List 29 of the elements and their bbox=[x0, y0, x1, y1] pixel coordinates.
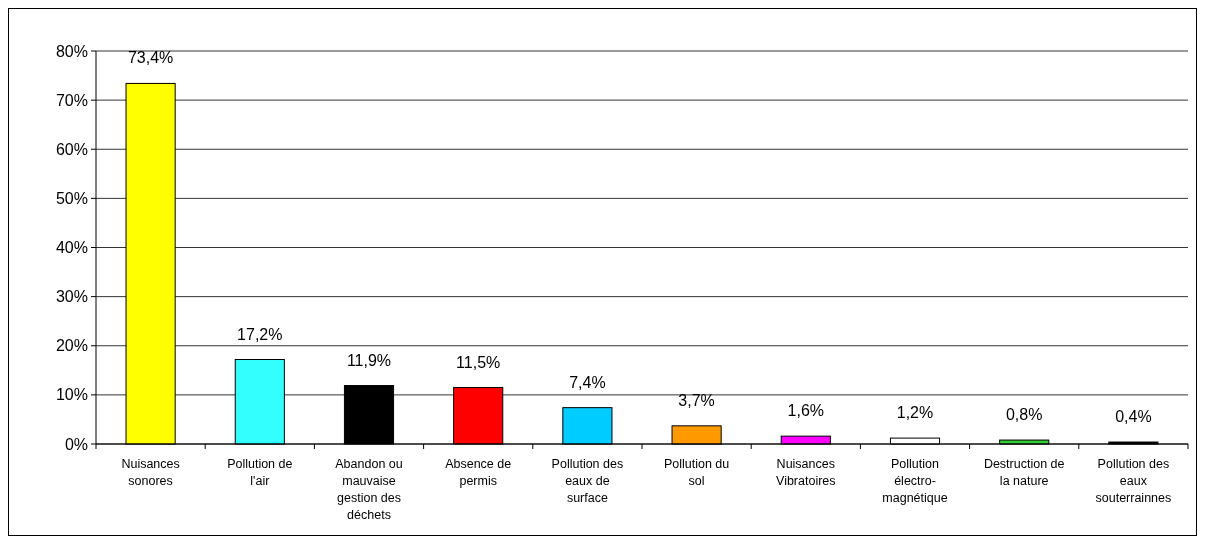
x-tick-label: Absence de permis bbox=[445, 457, 512, 488]
data-label: 3,7% bbox=[678, 391, 715, 409]
x-tick-label: Pollution de l'air bbox=[227, 457, 293, 488]
y-tick-label: 50% bbox=[55, 189, 88, 207]
x-tick-label: Abandon ou mauvaise gestion des déchets bbox=[335, 457, 403, 522]
x-tick-label: Pollution des eaux de surface bbox=[551, 457, 624, 505]
data-label: 11,9% bbox=[346, 351, 392, 369]
data-label: 73,4% bbox=[127, 49, 174, 67]
y-tick-label: 40% bbox=[55, 239, 88, 257]
x-tick-label: Pollution des eaux souterrainnes bbox=[1095, 457, 1172, 505]
y-tick-label: 0% bbox=[64, 435, 88, 453]
y-tick-label: 20% bbox=[55, 337, 88, 355]
x-tick-label: Pollution électro-magnétique bbox=[882, 457, 948, 505]
data-label: 17,2% bbox=[237, 325, 283, 343]
x-tick-label: Nuisances sonores bbox=[121, 457, 180, 488]
y-tick-label: 30% bbox=[55, 288, 88, 306]
x-tick-label: Pollution du sol bbox=[663, 457, 730, 488]
y-tick-label: 10% bbox=[55, 386, 88, 404]
y-tick-label: 70% bbox=[55, 91, 88, 109]
y-tick-label: 80% bbox=[55, 42, 88, 60]
data-label: 0,8% bbox=[1005, 406, 1043, 424]
data-label: 1,2% bbox=[896, 404, 934, 422]
data-label: 1,6% bbox=[787, 402, 825, 420]
y-tick-label: 60% bbox=[55, 140, 88, 158]
data-label: 11,5% bbox=[456, 353, 501, 371]
data-label: 0,4% bbox=[1115, 408, 1152, 426]
data-label: 7,4% bbox=[569, 373, 606, 391]
x-tick-label: Destruction de la nature bbox=[983, 457, 1065, 488]
x-tick-label: Nuisances Vibratoires bbox=[776, 457, 836, 488]
